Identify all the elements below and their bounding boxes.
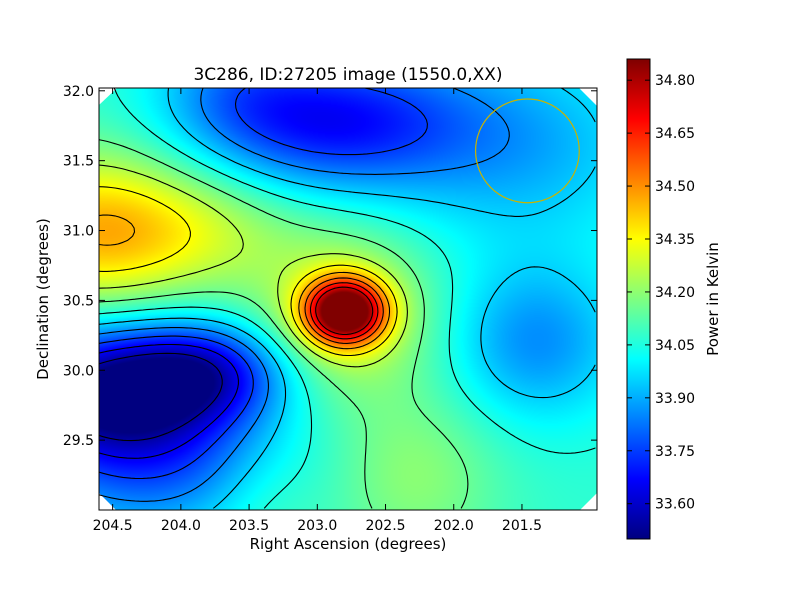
contour-line bbox=[99, 139, 469, 509]
y-tick-label: 31.0 bbox=[63, 224, 94, 240]
contour-line bbox=[309, 282, 379, 340]
x-axis-ticks: 204.5 204.0 203.5 203.0 202.5 202.0 201.5 bbox=[93, 88, 542, 534]
colorbar-tick-label: 34.50 bbox=[655, 179, 695, 195]
colorbar-tick-label: 33.90 bbox=[655, 391, 695, 407]
chart-title: 3C286, ID:27205 image (1550.0,XX) bbox=[193, 65, 502, 85]
x-tick-label: 204.0 bbox=[161, 518, 201, 534]
contour-line bbox=[304, 277, 384, 344]
plot-frame bbox=[98, 87, 598, 511]
colorbar-tick-label: 34.05 bbox=[655, 338, 695, 354]
y-tick-label: 29.5 bbox=[63, 433, 94, 449]
y-tick-label: 31.5 bbox=[63, 154, 94, 170]
colorbar-tick-label: 33.60 bbox=[655, 497, 695, 513]
colorbar-tick-label: 34.35 bbox=[655, 232, 695, 248]
beam-circle bbox=[474, 98, 580, 204]
y-tick-label: 30.0 bbox=[63, 363, 94, 379]
colorbar-tick-label: 34.80 bbox=[655, 73, 695, 89]
contour-line bbox=[99, 88, 428, 480]
colorbar-tick-label: 34.65 bbox=[655, 126, 695, 142]
x-axis-label: Right Ascension (degrees) bbox=[250, 535, 447, 553]
contour-line bbox=[99, 164, 408, 368]
y-tick-label: 30.5 bbox=[63, 293, 94, 309]
x-tick-label: 203.0 bbox=[297, 518, 337, 534]
x-tick-label: 204.5 bbox=[93, 518, 133, 534]
colorbar-gradient bbox=[626, 58, 651, 540]
y-tick-label: 32.0 bbox=[63, 84, 94, 100]
colorbar-ticks: 33.60 33.75 33.90 34.05 34.20 34.35 34.50 34.65… bbox=[627, 73, 695, 513]
contour-line bbox=[99, 88, 596, 509]
heatmap-image bbox=[99, 88, 597, 510]
plot-area bbox=[98, 87, 598, 511]
y-axis-label: Declination (degrees) bbox=[34, 218, 52, 380]
x-tick-label: 203.5 bbox=[229, 518, 269, 534]
colorbar-tick-label: 34.20 bbox=[655, 285, 695, 301]
contour-line bbox=[99, 88, 510, 502]
contour-line bbox=[99, 352, 223, 442]
x-tick-label: 202.5 bbox=[365, 518, 405, 534]
contour-line bbox=[99, 214, 391, 350]
contour-line bbox=[315, 286, 374, 336]
x-tick-label: 201.5 bbox=[502, 518, 542, 534]
contour-line bbox=[99, 186, 398, 357]
colorbar-tick-label: 33.75 bbox=[655, 444, 695, 460]
colorbar: 33.60 33.75 33.90 34.05 34.20 34.35 34.50 34.65… bbox=[626, 58, 722, 540]
contour-lines bbox=[99, 88, 596, 509]
colorbar-label: Power in Kelvin bbox=[704, 242, 722, 356]
y-axis-ticks: 29.5 30.0 30.5 31.0 31.5 32.0 bbox=[63, 84, 597, 449]
contour-line bbox=[99, 343, 239, 459]
contour-line bbox=[99, 88, 596, 509]
x-tick-label: 202.0 bbox=[434, 518, 474, 534]
